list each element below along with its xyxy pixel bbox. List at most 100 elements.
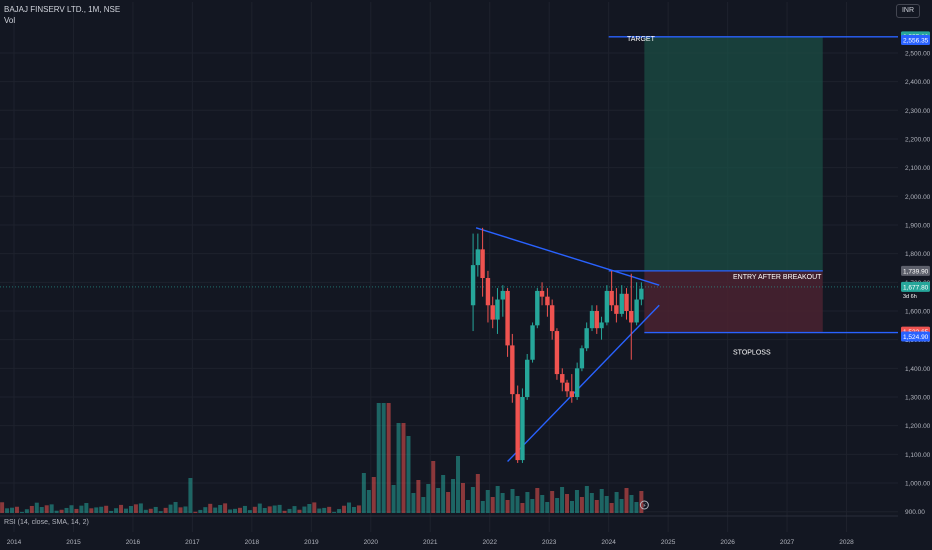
price-tag-text: 1,739.90 <box>903 268 929 275</box>
volume-bar <box>356 505 361 513</box>
price-tag <box>901 281 930 292</box>
volume-bar <box>441 475 446 513</box>
volume-bar <box>470 487 475 513</box>
volume-bar <box>371 477 376 513</box>
volume-bar <box>267 506 272 513</box>
volume-bar <box>297 509 302 513</box>
volume-bar <box>525 492 530 513</box>
candle-body <box>500 290 506 300</box>
volume-bar <box>128 506 133 513</box>
volume-bar <box>456 456 461 513</box>
x-tick-label: 2026 <box>720 539 735 546</box>
volume-bar <box>332 511 337 513</box>
volume-bar <box>257 503 262 513</box>
volume-bar <box>183 506 188 513</box>
candle-body <box>470 265 476 306</box>
volume-bar <box>361 473 366 513</box>
candle-body <box>535 290 540 326</box>
x-tick-label: 2018 <box>245 539 260 546</box>
volume-bar <box>406 436 411 513</box>
candle-body <box>554 331 560 375</box>
currency-button[interactable]: INR <box>896 4 920 18</box>
volume-bar <box>138 503 143 513</box>
price-tag-text: 1,524.90 <box>903 334 929 341</box>
volume-bar <box>565 494 570 513</box>
symbol-title[interactable]: BAJAJ FINSERV LTD., 1M, NSE <box>4 5 121 14</box>
entry-label: ENTRY AFTER BREAKOUT <box>733 274 822 281</box>
x-tick-label: 2016 <box>126 539 141 546</box>
candle-body <box>480 249 485 279</box>
volume-bar <box>208 503 213 513</box>
volume-bar <box>79 505 84 513</box>
candle-body <box>634 299 639 323</box>
candle-body <box>584 328 589 349</box>
candle-body <box>569 391 574 398</box>
candle-body <box>574 368 580 398</box>
price-tag <box>901 331 930 342</box>
volume-label: Vol <box>4 16 16 25</box>
volume-bar <box>262 508 267 513</box>
candle-body <box>530 325 535 360</box>
volume-bar <box>480 501 485 513</box>
volume-bar <box>619 499 624 513</box>
candle-body <box>495 299 500 320</box>
volume-bar <box>203 507 208 513</box>
volume-bar <box>173 502 178 513</box>
volume-bar <box>485 490 490 513</box>
volume-bar <box>242 505 247 513</box>
volume-bar <box>634 502 639 513</box>
volume-bar <box>574 490 579 513</box>
volume-bar <box>446 492 451 513</box>
trendline <box>507 304 660 463</box>
volume-bar <box>114 508 119 513</box>
stoploss-label: STOPLOSS <box>733 350 771 357</box>
volume-bar <box>366 490 371 513</box>
volume-bar <box>282 510 287 513</box>
volume-bar <box>510 489 515 513</box>
candle-body <box>520 397 525 461</box>
volume-bar <box>535 488 540 513</box>
volume-bar <box>436 488 441 513</box>
x-tick-label: 2028 <box>839 539 854 546</box>
volume-bar <box>59 509 64 513</box>
volume-bar <box>64 507 69 513</box>
volume-bar <box>555 498 560 513</box>
volume-bar <box>421 497 426 513</box>
candle-body <box>579 348 585 369</box>
x-tick-label: 2023 <box>542 539 557 546</box>
volume-bar <box>599 489 604 513</box>
volume-bar <box>322 507 327 513</box>
volume-bar <box>302 506 307 513</box>
volume-bar <box>411 493 416 513</box>
volume-bar <box>143 509 148 513</box>
volume-bar <box>19 511 24 513</box>
volume-bar <box>94 507 99 513</box>
volume-bar <box>39 507 44 513</box>
y-tick-label: 1,300.00 <box>905 395 931 402</box>
profit-zone <box>644 36 823 271</box>
volume-bar <box>317 508 322 513</box>
volume-bar <box>148 508 153 513</box>
volume-bar <box>342 505 347 513</box>
volume-bar <box>505 500 510 513</box>
volume-bar <box>228 509 233 513</box>
x-tick-label: 2024 <box>601 539 616 546</box>
x-tick-label: 2025 <box>661 539 676 546</box>
y-tick-label: 1,000.00 <box>905 481 931 488</box>
x-tick-label: 2021 <box>423 539 438 546</box>
volume-bar <box>604 496 609 513</box>
x-tick-label: 2015 <box>66 539 81 546</box>
candle-body <box>490 305 495 320</box>
volume-bar <box>589 493 594 513</box>
volume-bar <box>495 486 500 513</box>
volume-bar <box>213 507 218 513</box>
volume-bar <box>163 507 168 513</box>
volume-bar <box>69 505 74 513</box>
volume-bar <box>515 496 520 513</box>
volume-bar <box>188 478 193 513</box>
rsi-indicator-label[interactable]: RSI (14, close, SMA, 14, 2) <box>4 519 89 526</box>
candle-body <box>510 345 515 395</box>
volume-bar <box>119 504 124 513</box>
volume-bar <box>465 500 470 513</box>
